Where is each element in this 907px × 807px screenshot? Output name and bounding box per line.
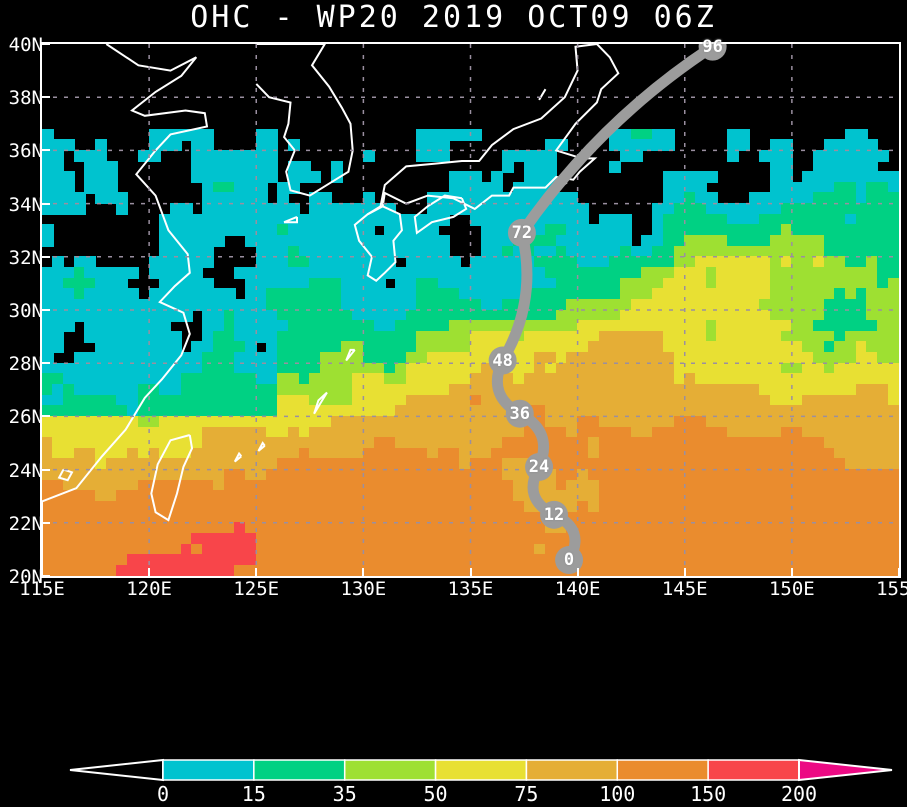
x-axis-label: 125E	[233, 578, 280, 600]
x-axis-tick	[148, 568, 151, 577]
coastline-layer	[42, 44, 620, 576]
x-axis-label: 140E	[554, 578, 601, 600]
page-title: OHC - WP20 2019 OCT09 06Z	[190, 0, 717, 35]
colorbar-tick-label: 100	[599, 782, 636, 806]
y-axis-tick	[41, 309, 50, 311]
x-axis-tick	[41, 568, 43, 577]
storm-track-point	[488, 346, 517, 375]
x-axis-tick	[255, 568, 258, 577]
colorbar-tick-label: 200	[780, 782, 818, 806]
storm-track-hour-label: 72	[511, 222, 533, 243]
y-axis-tick	[41, 96, 50, 99]
coastline-honshu	[367, 44, 620, 216]
storm-track-point	[555, 546, 584, 575]
storm-track-point	[505, 399, 534, 428]
colorbar-band	[616, 759, 709, 781]
y-axis-tick	[41, 521, 50, 524]
coastline-amami	[345, 348, 356, 362]
x-axis-tick	[576, 568, 579, 577]
colorbar-band	[525, 759, 619, 781]
storm-track-hour-label: 24	[528, 456, 550, 477]
coastline-china	[42, 44, 209, 576]
colorbar-under-arrow	[69, 758, 164, 782]
y-axis-tick	[41, 468, 50, 471]
colorbar-tick-label: 15	[241, 782, 266, 806]
y-axis-tick	[41, 255, 50, 258]
gridline-layer	[42, 44, 899, 576]
storm-track-point	[525, 452, 554, 481]
colorbar-band	[343, 759, 437, 781]
x-axis-label: 120E	[126, 578, 172, 600]
storm-track-hour-label: 96	[702, 36, 723, 57]
colorbar-over-arrow	[798, 758, 893, 782]
y-axis-tick	[41, 202, 50, 205]
x-axis-label: 145E	[661, 578, 708, 600]
coastline-okinawa	[313, 391, 328, 415]
map-plot-inner	[42, 44, 899, 576]
coastline-jeju	[283, 215, 298, 224]
coastline-shikoku	[413, 194, 468, 235]
y-axis-label: 24N	[8, 459, 43, 482]
x-axis-label: 150E	[768, 578, 815, 600]
x-axis-tick	[898, 568, 900, 577]
x-axis-label: 130E	[340, 578, 387, 600]
x-axis-label: 115E	[19, 578, 65, 600]
storm-track-line	[491, 44, 719, 566]
storm-track-hour-label: 0	[563, 550, 575, 571]
storm-track-point	[507, 218, 536, 247]
coastline-taiwan	[150, 434, 194, 522]
storm-track-layer	[488, 44, 727, 575]
storm-track-hour-label: 12	[543, 504, 565, 525]
colorbar-swatches	[69, 758, 893, 782]
x-axis-tick	[362, 568, 365, 577]
x-axis-label: 135E	[447, 578, 494, 600]
x-axis-tick	[790, 568, 793, 577]
storm-track-hour-label: 48	[492, 350, 513, 371]
y-axis-label: 26N	[8, 406, 43, 429]
y-axis-label: 20N	[8, 566, 43, 588]
y-axis-label: 30N	[8, 300, 43, 322]
y-axis-label: 34N	[8, 193, 43, 216]
colorbar-band	[162, 759, 255, 781]
coastline-kyushu	[353, 205, 403, 282]
colorbar-band	[707, 759, 800, 781]
coastline-ryukyu1	[233, 451, 243, 463]
coastline-korea	[255, 44, 354, 197]
y-axis-label: 36N	[8, 140, 43, 163]
colorbar-band	[434, 759, 528, 781]
storm-track-hour-label: 36	[509, 403, 531, 424]
coastline-hainan_sm	[57, 468, 74, 482]
y-axis-tick	[41, 149, 50, 152]
colorbar-tick-label: 50	[423, 782, 448, 806]
colorbar-tick-label: 35	[332, 782, 357, 806]
map-plot-area	[40, 42, 901, 578]
y-axis-label: 38N	[8, 87, 43, 110]
storm-track-point	[698, 44, 727, 61]
colorbar: 0 15 35 50 75 100 150 200	[0, 752, 907, 807]
y-axis-tick	[41, 362, 50, 365]
x-axis-label: 155E	[876, 578, 907, 600]
colorbar-band	[253, 759, 346, 781]
x-axis-tick	[683, 568, 686, 577]
x-axis-tick	[469, 568, 472, 577]
y-axis-tick	[41, 415, 50, 418]
y-axis-label: 28N	[8, 353, 43, 376]
y-axis-label: 40N	[8, 34, 43, 56]
y-axis-tick	[41, 575, 50, 577]
y-axis-tick	[41, 43, 50, 45]
colorbar-tick-label: 75	[514, 782, 539, 806]
colorbar-tick-label: 150	[690, 782, 727, 806]
y-axis-label: 22N	[8, 512, 43, 535]
colorbar-tick-label: 0	[156, 782, 170, 806]
y-axis-label: 32N	[8, 246, 43, 269]
coastline-ryukyu2	[257, 441, 266, 452]
storm-track-point	[540, 500, 569, 529]
